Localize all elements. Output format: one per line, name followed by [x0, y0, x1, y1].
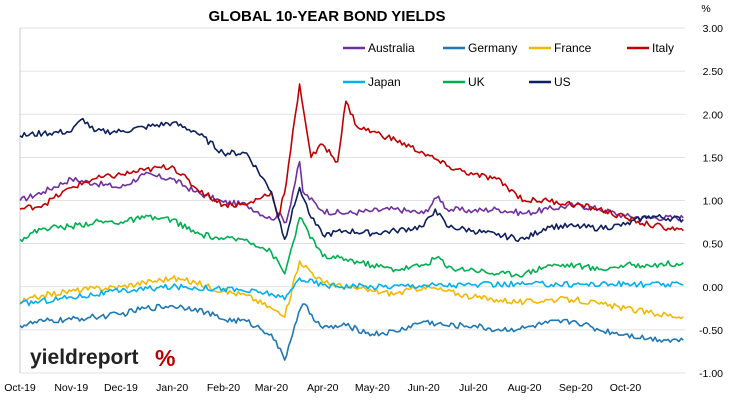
- x-tick-label: Aug-20: [508, 382, 542, 394]
- legend-label-us: US: [554, 75, 571, 89]
- x-tick-label: Jan-20: [156, 382, 188, 394]
- x-tick-label: Dec-19: [104, 382, 138, 394]
- x-axis-ticks: Oct-19 Nov-19 Dec-19 Jan-20 Feb-20 Mar-20 Apr-…: [4, 382, 641, 394]
- x-tick-label: Apr-20: [307, 382, 339, 394]
- x-tick-label: Feb-20: [207, 382, 240, 394]
- x-tick-label: Oct-19: [4, 382, 36, 394]
- legend-label-germany: Germany: [468, 41, 517, 55]
- series-line-italy: [19, 83, 684, 232]
- series-line-germany: [19, 303, 684, 361]
- y-tick-label: 1.00: [703, 196, 724, 208]
- x-tick-label: Jul-20: [459, 382, 488, 394]
- y-tick-label: 2.00: [703, 109, 724, 121]
- x-tick-label: Sep-20: [559, 382, 593, 394]
- series-line-japan: [19, 277, 684, 307]
- y-tick-label: -0.50: [699, 325, 723, 337]
- series-line-australia: [19, 160, 684, 224]
- series-lines: [19, 83, 684, 361]
- x-tick-label: Jun-20: [408, 382, 440, 394]
- x-tick-label: May-20: [355, 382, 390, 394]
- y-tick-label: -1.00: [699, 368, 723, 380]
- y-axis-ticks: -1.00 -0.50 0.00 0.50 1.00 1.50 2.00 2.50 3.00: [699, 23, 723, 380]
- y-tick-label: 3.00: [703, 23, 724, 35]
- legend-label-uk: UK: [468, 75, 485, 89]
- brand-percent-symbol: %: [155, 345, 175, 371]
- brand-logo: yieldreport %: [30, 345, 175, 371]
- legend-label-japan: Japan: [368, 75, 401, 89]
- brand-name: yieldreport: [30, 346, 139, 369]
- x-tick-label: Oct-20: [610, 382, 642, 394]
- y-tick-label: 1.50: [703, 152, 724, 164]
- x-tick-label: Mar-20: [255, 382, 288, 394]
- y-tick-label: 2.50: [703, 66, 724, 78]
- series-line-uk: [19, 214, 684, 278]
- series-line-us: [19, 117, 684, 243]
- series-line-france: [19, 260, 684, 320]
- legend-label-france: France: [554, 41, 592, 55]
- y-tick-label: 0.00: [703, 282, 724, 294]
- x-tick-label: Nov-19: [54, 382, 88, 394]
- legend-label-italy: Italy: [652, 41, 674, 55]
- y-tick-label: 0.50: [703, 239, 724, 251]
- legend-label-australia: Australia: [368, 41, 415, 55]
- y-axis-unit-label: %: [701, 3, 710, 15]
- gridlines: [19, 27, 685, 374]
- legend: Australia Germany France Italy Japan UK US: [343, 41, 674, 89]
- chart-title: GLOBAL 10-YEAR BOND YIELDS: [209, 8, 446, 25]
